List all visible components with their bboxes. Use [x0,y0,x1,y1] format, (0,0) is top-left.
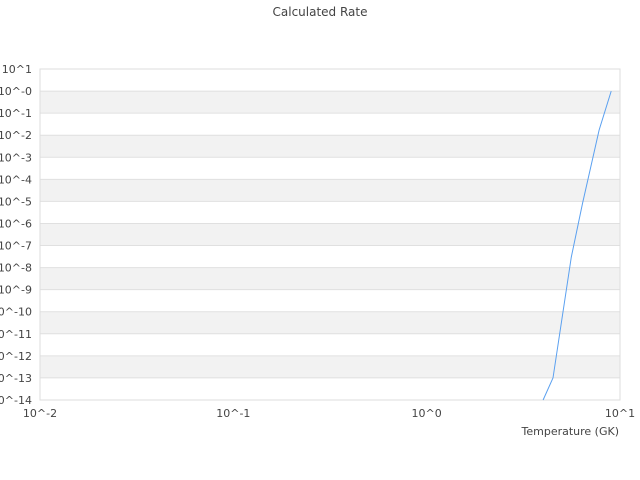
y-tick-label: 10^-1 [0,107,32,120]
plot-border [39,68,621,401]
x-tick-label: 10^0 [412,407,442,420]
grid-band [40,223,620,246]
y-tick-label: 10^-6 [0,217,32,230]
y-tick-label: 10^-12 [0,350,32,363]
y-tick-label: 10^-3 [0,151,32,164]
x-tick-label: 10^-1 [216,407,250,420]
y-tick-label: 10^-14 [0,394,32,407]
grid-band [40,267,620,290]
y-tick-label: 10^-5 [0,195,32,208]
y-tick-label: 10^-8 [0,262,32,275]
grid-band [40,91,620,114]
y-tick-label: 10^-11 [0,328,32,341]
x-tick-label: 10^1 [605,407,635,420]
grid-band [40,355,620,378]
y-tick-label: 10^-2 [0,129,32,142]
grid-band [40,135,620,158]
y-tick-label: 10^-4 [0,173,32,186]
y-tick-label: 10^-0 [0,85,32,98]
series-line [542,90,612,401]
y-tick-label: 10^-13 [0,372,32,385]
grid-band [40,179,620,202]
y-tick-label: 10^-10 [0,306,32,319]
x-tick-label: 10^-2 [23,407,57,420]
chart-title: Calculated Rate [273,5,368,19]
y-tick-label: 10^-7 [0,240,32,253]
grid-band [40,311,620,334]
x-axis-label: Temperature (GK) [521,425,620,438]
y-tick-label: 10^1 [2,63,32,76]
y-tick-label: 10^-9 [0,284,32,297]
